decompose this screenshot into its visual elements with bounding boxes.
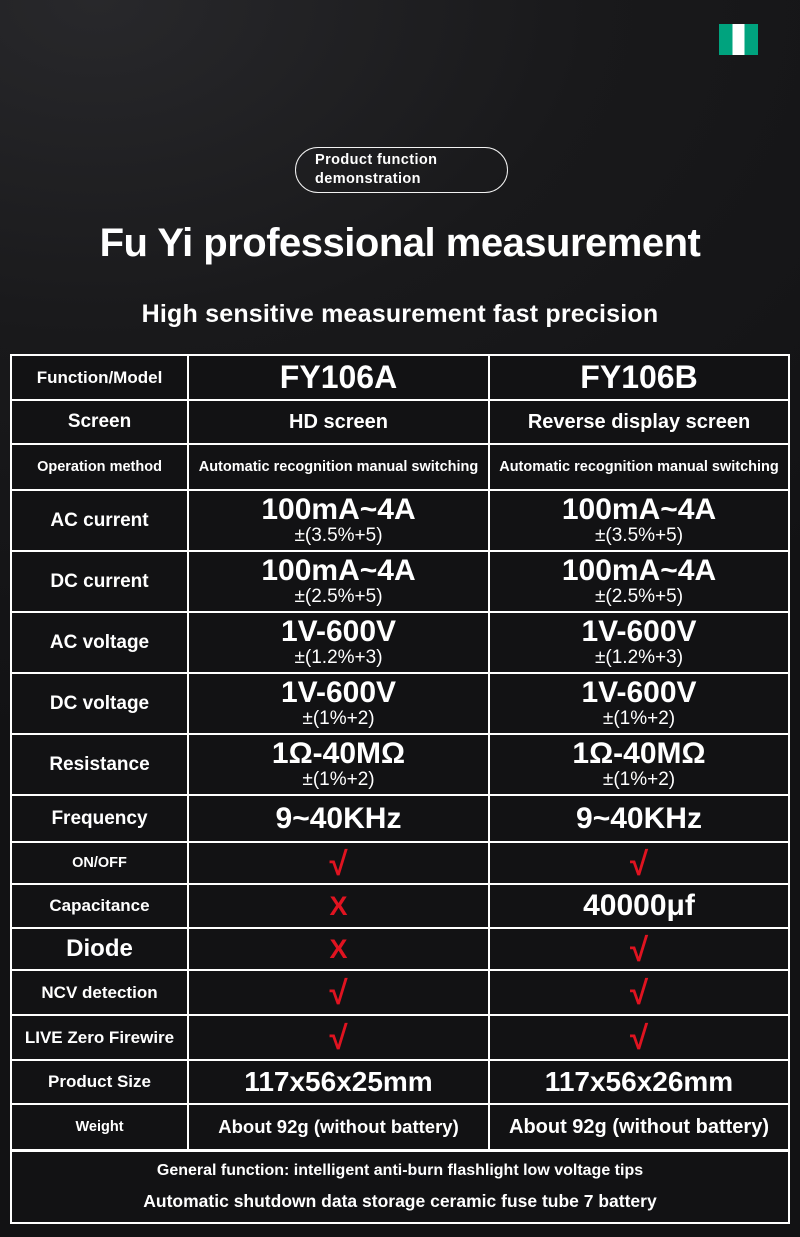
spec-tolerance: ±(1.2%+3) bbox=[594, 646, 684, 668]
cell-value-a: HD screen bbox=[189, 401, 490, 443]
table-row-dc-current: DC current 100mA~4A ±(2.5%+5) 100mA~4A ±… bbox=[12, 552, 788, 613]
header-function-model: Function/Model bbox=[12, 356, 189, 399]
row-label: Capacitance bbox=[12, 885, 189, 927]
cell-value-a: 1Ω-40MΩ ±(1%+2) bbox=[189, 735, 490, 794]
spec-tolerance: ±(1%+2) bbox=[602, 707, 676, 729]
cross-mark: X bbox=[189, 885, 490, 927]
table-row-operation-method: Operation method Automatic recognition m… bbox=[12, 445, 788, 491]
cell-value-a: 9~40KHz bbox=[189, 796, 490, 841]
row-label: AC voltage bbox=[12, 613, 189, 672]
page-title: Fu Yi professional measurement bbox=[99, 221, 701, 265]
check-mark: √ bbox=[629, 930, 649, 968]
check-mark: √ bbox=[629, 1019, 649, 1056]
table-row-diode: Diode X √ bbox=[12, 929, 788, 971]
row-label: Weight bbox=[12, 1105, 189, 1149]
product-function-badge: Product function demonstration bbox=[295, 147, 508, 193]
spec-tolerance: ±(2.5%+5) bbox=[594, 585, 684, 607]
spec-range: 1V-600V bbox=[280, 676, 397, 710]
cell-value-a: Automatic recognition manual switching bbox=[189, 445, 490, 489]
row-label: Product Size bbox=[12, 1061, 189, 1103]
cell-value-b: 1Ω-40MΩ ±(1%+2) bbox=[490, 735, 788, 794]
spec-range: 100mA~4A bbox=[261, 554, 416, 588]
cell-value-b: 9~40KHz bbox=[576, 801, 702, 835]
spec-range: 1V-600V bbox=[581, 615, 697, 649]
cell-value-b: 117x56x26mm bbox=[544, 1066, 734, 1097]
check-mark: √ bbox=[189, 843, 490, 883]
row-label: LIVE Zero Firewire bbox=[12, 1016, 189, 1059]
table-row-dc-voltage: DC voltage 1V-600V ±(1%+2) 1V-600V ±(1%+… bbox=[12, 674, 788, 735]
cell-value-a: About 92g (without battery) bbox=[189, 1105, 490, 1149]
spec-range: 1Ω-40MΩ bbox=[572, 737, 706, 771]
row-label: Operation method bbox=[12, 445, 189, 489]
nigeria-flag-icon bbox=[719, 24, 758, 55]
badge-line-1: Product function bbox=[315, 151, 438, 168]
cell-value-a: 1V-600V ±(1%+2) bbox=[189, 674, 490, 733]
footer-line-1: General function: intelligent anti-burn … bbox=[156, 1162, 644, 1179]
table-row-ac-current: AC current 100mA~4A ±(3.5%+5) 100mA~4A ±… bbox=[12, 491, 788, 552]
table-row-product-size: Product Size 117x56x25mm 117x56x26mm bbox=[12, 1061, 788, 1105]
table-row-ac-voltage: AC voltage 1V-600V ±(1.2%+3) 1V-600V ±(1… bbox=[12, 613, 788, 674]
cell-value-a: 100mA~4A ±(3.5%+5) bbox=[189, 491, 490, 550]
cell-value-b: 40000μf bbox=[583, 889, 695, 923]
table-header-row: Function/Model FY106A FY106B bbox=[12, 356, 788, 401]
header-model-b: FY106B bbox=[580, 359, 698, 395]
spec-tolerance: ±(1%+2) bbox=[602, 768, 676, 790]
spec-range: 1V-600V bbox=[280, 615, 397, 649]
general-function-note: General function: intelligent anti-burn … bbox=[10, 1150, 790, 1224]
cell-value-b: 1V-600V ±(1.2%+3) bbox=[490, 613, 788, 672]
row-label: Frequency bbox=[12, 796, 189, 841]
spec-range: 100mA~4A bbox=[261, 493, 416, 527]
spec-range: 100mA~4A bbox=[561, 554, 717, 588]
spec-tolerance: ±(3.5%+5) bbox=[594, 524, 684, 546]
badge-line-2: demonstration bbox=[315, 170, 421, 187]
cell-value-b: Automatic recognition manual switching bbox=[499, 459, 779, 475]
spec-tolerance: ±(2.5%+5) bbox=[294, 585, 383, 607]
row-label: NCV detection bbox=[12, 971, 189, 1014]
spec-tolerance: ±(3.5%+5) bbox=[294, 524, 383, 546]
row-label: DC voltage bbox=[12, 674, 189, 733]
header-model-a: FY106A bbox=[189, 356, 490, 399]
cell-value-b: About 92g (without battery) bbox=[509, 1115, 769, 1138]
row-label: Diode bbox=[12, 929, 189, 969]
spec-tolerance: ±(1.2%+3) bbox=[294, 646, 383, 668]
check-mark: √ bbox=[629, 974, 649, 1011]
check-mark: √ bbox=[189, 1016, 490, 1059]
table-row-on-off: ON/OFF √ √ bbox=[12, 843, 788, 885]
cell-value-b: Reverse display screen bbox=[527, 410, 751, 433]
cross-mark: X bbox=[189, 929, 490, 969]
cell-value-b: 100mA~4A ±(2.5%+5) bbox=[490, 552, 788, 611]
table-row-capacitance: Capacitance X 40000μf bbox=[12, 885, 788, 929]
row-label: AC current bbox=[12, 491, 189, 550]
table-row-ncv-detection: NCV detection √ √ bbox=[12, 971, 788, 1016]
table-row-resistance: Resistance 1Ω-40MΩ ±(1%+2) 1Ω-40MΩ ±(1%+… bbox=[12, 735, 788, 796]
row-label: ON/OFF bbox=[12, 843, 189, 883]
footer-line-2: Automatic shutdown data storage ceramic … bbox=[143, 1191, 657, 1211]
row-label: DC current bbox=[12, 552, 189, 611]
check-mark: √ bbox=[189, 971, 490, 1014]
check-mark: √ bbox=[629, 844, 649, 882]
cell-value-b: 1V-600V ±(1%+2) bbox=[490, 674, 788, 733]
row-label: Screen bbox=[12, 401, 189, 443]
table-row-weight: Weight About 92g (without battery) About… bbox=[12, 1105, 788, 1149]
spec-comparison-table: Function/Model FY106A FY106B Screen HD s… bbox=[10, 354, 790, 1151]
cell-value-a: 1V-600V ±(1.2%+3) bbox=[189, 613, 490, 672]
table-row-frequency: Frequency 9~40KHz 9~40KHz bbox=[12, 796, 788, 843]
spec-tolerance: ±(1%+2) bbox=[302, 768, 375, 790]
row-label: Resistance bbox=[12, 735, 189, 794]
spec-tolerance: ±(1%+2) bbox=[302, 707, 375, 729]
page-subtitle: High sensitive measurement fast precisio… bbox=[141, 300, 659, 328]
table-row-live-zero-firewire: LIVE Zero Firewire √ √ bbox=[12, 1016, 788, 1061]
cell-value-a: 117x56x25mm bbox=[189, 1061, 490, 1103]
spec-range: 1Ω-40MΩ bbox=[271, 737, 406, 771]
cell-value-a: 100mA~4A ±(2.5%+5) bbox=[189, 552, 490, 611]
table-row-screen: Screen HD screen Reverse display screen bbox=[12, 401, 788, 445]
spec-range: 1V-600V bbox=[581, 676, 697, 710]
spec-range: 100mA~4A bbox=[561, 493, 717, 527]
cell-value-b: 100mA~4A ±(3.5%+5) bbox=[490, 491, 788, 550]
